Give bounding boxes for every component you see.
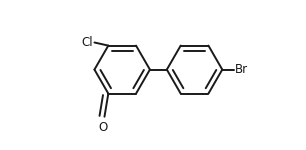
- Text: O: O: [98, 121, 107, 134]
- Text: Br: Br: [235, 63, 248, 76]
- Text: Cl: Cl: [81, 36, 93, 49]
